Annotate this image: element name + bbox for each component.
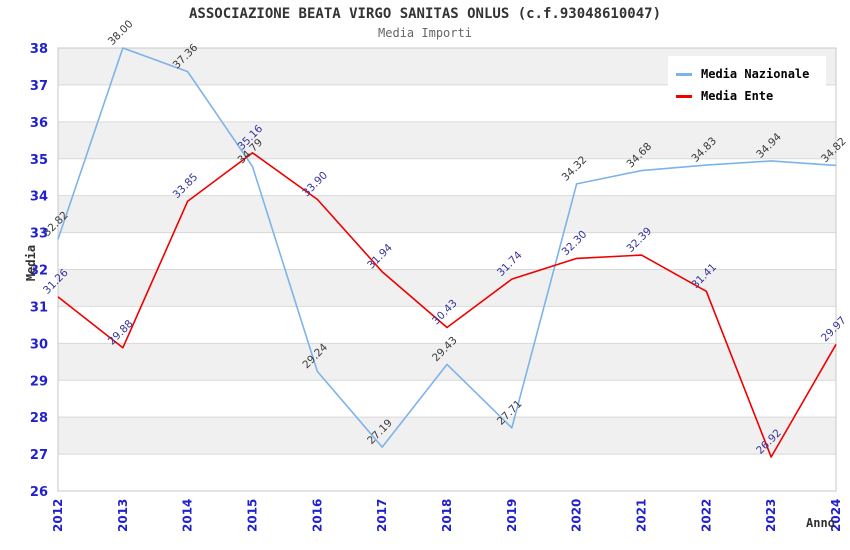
svg-text:2012: 2012 (51, 499, 65, 532)
y-axis-title: Media (24, 244, 38, 282)
svg-text:2016: 2016 (310, 499, 324, 532)
svg-text:29: 29 (30, 374, 48, 389)
svg-text:31.94: 31.94 (365, 241, 395, 271)
svg-text:2020: 2020 (570, 499, 584, 532)
svg-text:2018: 2018 (440, 499, 454, 532)
media-ente-line-swatch (676, 94, 692, 98)
legend-label-media-nazionale: Media Nazionale (701, 67, 810, 81)
svg-text:2015: 2015 (246, 499, 260, 532)
svg-text:2019: 2019 (505, 499, 519, 532)
svg-text:2023: 2023 (764, 499, 778, 532)
svg-text:29.97: 29.97 (819, 314, 849, 344)
svg-text:30: 30 (30, 337, 48, 352)
svg-text:31: 31 (30, 300, 48, 315)
svg-text:2017: 2017 (375, 499, 389, 532)
svg-text:33.90: 33.90 (300, 169, 330, 199)
media-nazionale-line-swatch (676, 72, 692, 76)
chart-title: ASSOCIAZIONE BEATA VIRGO SANITAS ONLUS (… (188, 6, 661, 22)
legend-item-media-nazionale: Media Nazionale (676, 63, 818, 85)
x-axis-title: Anno (806, 516, 835, 530)
legend-item-media-ente: Media Ente (676, 85, 818, 107)
svg-text:33: 33 (30, 227, 48, 242)
legend: Media Nazionale Media Ente (668, 56, 826, 113)
legend-label-media-ente: Media Ente (701, 89, 774, 103)
svg-text:2021: 2021 (635, 499, 649, 532)
svg-text:35: 35 (30, 153, 48, 168)
svg-text:34: 34 (30, 190, 48, 205)
svg-text:2013: 2013 (116, 499, 130, 532)
svg-text:28: 28 (30, 411, 48, 426)
svg-text:2022: 2022 (699, 499, 713, 532)
svg-text:27: 27 (30, 448, 48, 463)
svg-text:26: 26 (30, 485, 48, 500)
svg-text:36: 36 (30, 116, 48, 131)
svg-text:37: 37 (30, 79, 48, 94)
chart-subtitle: Media Importi (378, 26, 472, 40)
svg-text:2024: 2024 (829, 499, 843, 532)
svg-text:32: 32 (30, 264, 48, 279)
svg-text:2014: 2014 (181, 499, 195, 532)
svg-text:38: 38 (30, 42, 48, 57)
